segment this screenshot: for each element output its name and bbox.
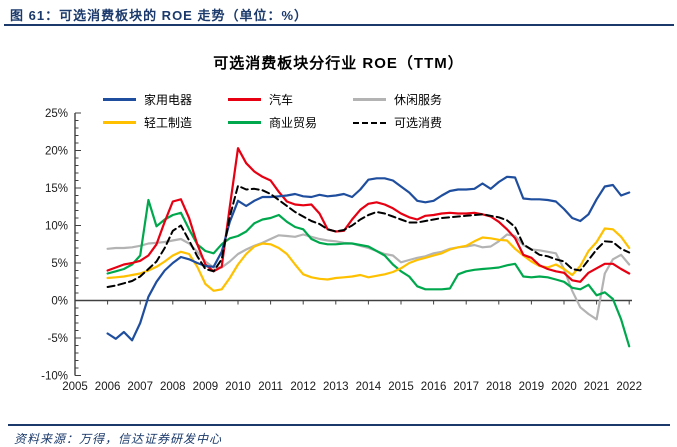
legend-row-1: 家用电器 汽车 休闲服务 xyxy=(103,88,478,111)
dashed-line-swatch-icon xyxy=(353,121,386,124)
x-tick-label: 2016 xyxy=(421,381,447,393)
y-tick-label: 20% xyxy=(45,146,68,158)
legend-item-auto: 汽车 xyxy=(228,91,353,108)
x-tick-label: 2007 xyxy=(127,381,153,393)
x-tick-label: 2015 xyxy=(388,381,414,393)
y-tick-label: 15% xyxy=(45,183,68,195)
legend-label: 家用电器 xyxy=(144,93,193,107)
chart-title: 可选消费板块分行业 ROE（TTM） xyxy=(213,55,464,72)
figure-caption: 图 61：可选消费板块的 ROE 走势（单位：%） xyxy=(10,8,309,23)
legend-label: 汽车 xyxy=(269,93,294,107)
x-tick-label: 2005 xyxy=(62,381,88,393)
figure-source: 资料来源：万得，信达证券研发中心 xyxy=(14,432,223,446)
line-swatch-icon xyxy=(103,121,136,124)
y-tick-label: 25% xyxy=(45,108,68,120)
legend-item-light-industry: 轻工制造 xyxy=(103,114,228,131)
legend-row-2: 轻工制造 商业贸易 可选消费 xyxy=(103,111,478,134)
series-line-可选消费 xyxy=(106,184,631,288)
y-tick-label: 5% xyxy=(51,258,68,270)
x-tick-label: 2021 xyxy=(584,381,610,393)
x-tick-label: 2008 xyxy=(160,381,186,393)
x-tick-label: 2006 xyxy=(95,381,121,393)
line-swatch-icon xyxy=(228,98,261,101)
x-tick-label: 2010 xyxy=(225,381,251,393)
legend-label: 商业贸易 xyxy=(269,116,318,130)
x-tick-label: 2009 xyxy=(193,381,219,393)
y-tick-label: -10% xyxy=(41,371,68,383)
caption-divider xyxy=(4,24,674,26)
legend-item-commerce: 商业贸易 xyxy=(228,114,353,131)
x-tick-label: 2012 xyxy=(290,381,316,393)
source-divider xyxy=(8,424,670,426)
x-tick-label: 2019 xyxy=(519,381,545,393)
x-tick-label: 2014 xyxy=(356,381,382,393)
x-tick-label: 2022 xyxy=(616,381,642,393)
legend-item-appliances: 家用电器 xyxy=(103,91,228,108)
line-swatch-icon xyxy=(103,98,136,101)
series-line-汽车 xyxy=(106,147,631,283)
series-line-家用电器 xyxy=(106,175,631,342)
y-tick-label: -5% xyxy=(48,333,68,345)
x-tick-label: 2017 xyxy=(453,381,479,393)
chart-legend: 家用电器 汽车 休闲服务 轻工制造 商业贸易 可选消费 xyxy=(103,88,478,134)
legend-label: 可选消费 xyxy=(394,116,443,130)
roe-line-chart: 25% 20% 15% 10% 5% 0% -5% -10%2005 2006 2007 2008 2… xyxy=(41,108,642,393)
legend-label: 轻工制造 xyxy=(144,116,193,130)
legend-item-leisure: 休闲服务 xyxy=(353,91,478,108)
line-swatch-icon xyxy=(353,98,386,101)
y-tick-label: 10% xyxy=(45,221,68,233)
series-line-轻工制造 xyxy=(106,227,631,292)
legend-label: 休闲服务 xyxy=(394,93,443,107)
y-tick-label: 0% xyxy=(51,296,68,308)
line-swatch-icon xyxy=(228,121,261,124)
x-tick-label: 2018 xyxy=(486,381,512,393)
x-tick-label: 2013 xyxy=(323,381,349,393)
x-tick-label: 2011 xyxy=(258,381,283,393)
x-tick-label: 2020 xyxy=(551,381,577,393)
legend-item-discretionary: 可选消费 xyxy=(353,114,478,131)
series-line-商业贸易 xyxy=(106,198,631,348)
